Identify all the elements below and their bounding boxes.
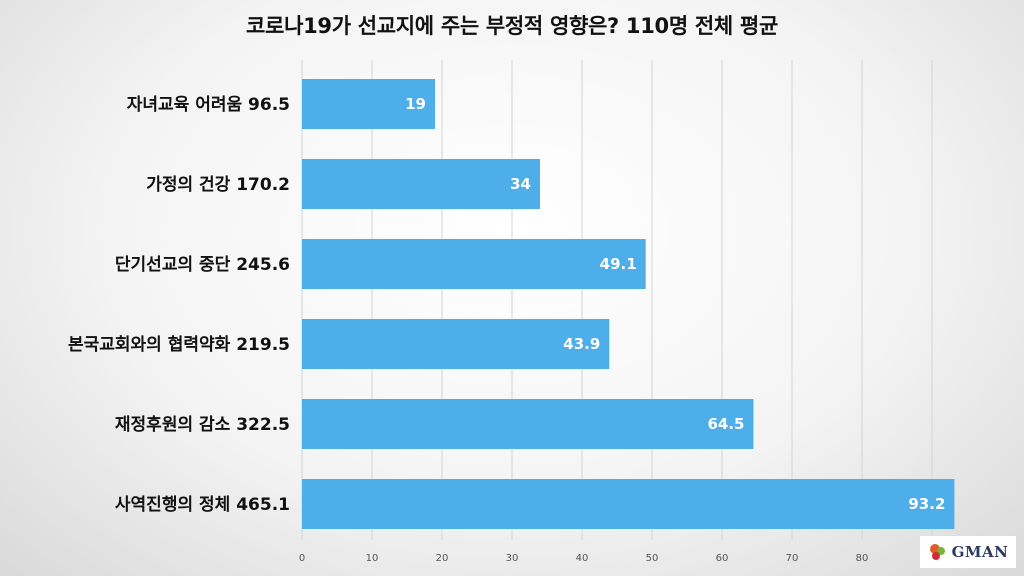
x-tick-label: 20 [436,553,449,564]
category-label: 본국교회와의 협력약화 219.5 [68,334,290,355]
x-tick-label: 50 [646,553,659,564]
x-tick-label: 70 [786,553,799,564]
bar [302,79,435,129]
x-tick-label: 0 [299,553,305,564]
category-label: 가정의 건강 170.2 [146,175,290,195]
x-tick-label: 30 [506,553,519,564]
x-tick-label: 40 [576,553,589,564]
bar-value-label: 43.9 [563,335,600,353]
bar [302,479,955,529]
bar [302,399,754,449]
bar [302,239,646,289]
x-axis-ticks: 0102030405060708090 [299,553,939,564]
gman-logo: GMAN [920,536,1016,568]
grid-lines [301,60,933,540]
bar-value-label: 34 [510,175,531,193]
bar-value-label: 19 [405,95,426,113]
category-label: 자녀교육 어려움 96.5 [127,95,290,115]
category-label: 단기선교의 중단 245.6 [115,255,290,275]
chart-title: 코로나19가 선교지에 주는 부정적 영향은? 110명 전체 평균 [246,14,778,38]
bar-value-label: 64.5 [707,415,744,433]
category-labels: 자녀교육 어려움 96.5 가정의 건강 170.2 단기선교의 중단 245.6 본… [68,95,290,515]
bar [302,159,540,209]
x-tick-label: 60 [716,553,729,564]
x-tick-label: 10 [366,553,379,564]
category-label: 재정후원의 감소 322.5 [115,414,290,435]
bar-value-label: 93.2 [908,495,945,513]
gman-logo-text: GMAN [951,543,1009,561]
x-tick-label: 80 [856,553,869,564]
bar-value-label: 49.1 [600,255,637,273]
category-label: 사역진행의 정체 465.1 [115,495,290,515]
bars: 19 34 49.1 43.9 64.5 93.2 [302,79,955,529]
bar [302,319,610,369]
gman-logo-icon [928,542,948,562]
